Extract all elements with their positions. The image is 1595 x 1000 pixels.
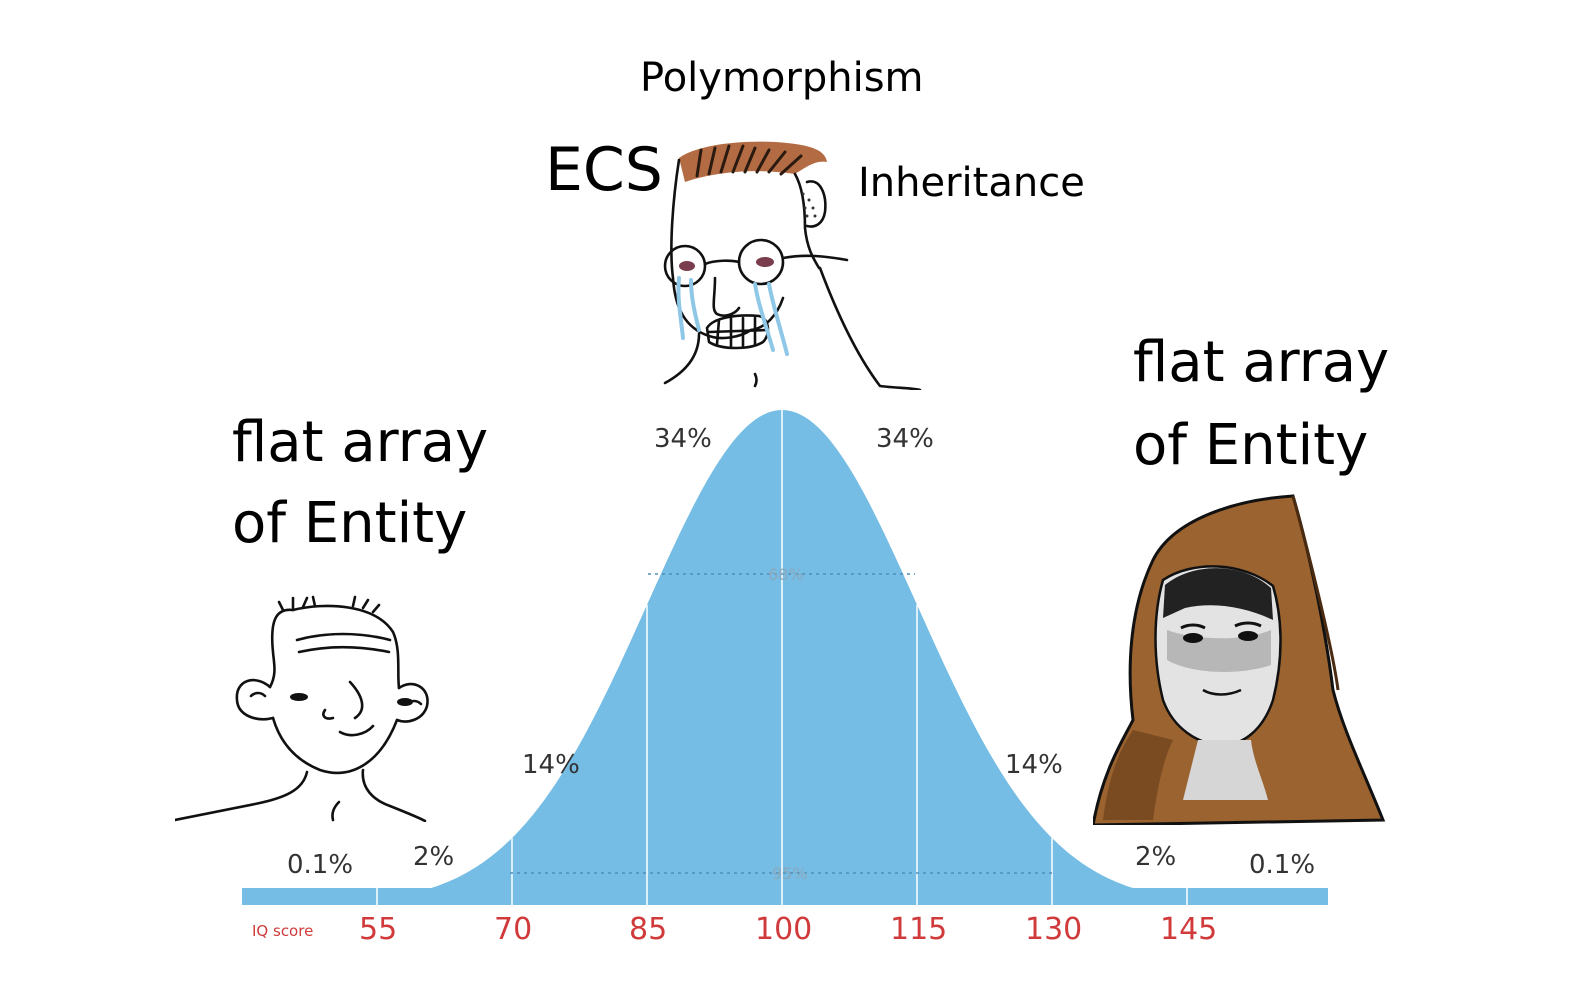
wojak-simple-icon	[175, 595, 429, 822]
crying-glasses-wojak-icon	[663, 141, 922, 390]
iq-tick-85: 85	[629, 912, 668, 947]
ecs-label: ECS	[545, 135, 663, 205]
bell-curve-area	[242, 410, 1328, 905]
pct-right-far: 0.1%	[1249, 850, 1316, 880]
pct-left-center: 34%	[654, 424, 712, 454]
iq-tick-55: 55	[359, 912, 398, 947]
polymorphism-label: Polymorphism	[640, 55, 924, 101]
left-text-line2: of Entity	[232, 491, 468, 556]
pct-left-mid: 14%	[522, 750, 580, 780]
right-text-line2: of Entity	[1133, 413, 1369, 478]
pct-left-tail: 2%	[413, 842, 455, 872]
hooded-monk-icon	[1093, 494, 1386, 825]
iq-score-caption: IQ score	[252, 922, 314, 940]
iq-tick-115: 115	[890, 912, 948, 947]
pct-right-mid: 14%	[1005, 750, 1063, 780]
pct-right-tail: 2%	[1135, 842, 1177, 872]
right-text-line1: flat array	[1133, 330, 1390, 395]
pct-right-center: 34%	[876, 424, 934, 454]
pct-left-far: 0.1%	[287, 850, 354, 880]
left-text-line1: flat array	[232, 410, 489, 475]
standard-deviation-lines	[376, 410, 1188, 905]
iq-tick-130: 130	[1025, 912, 1083, 947]
inner-68-label: 68%	[768, 565, 804, 584]
iq-tick-70: 70	[494, 912, 533, 947]
iq-tick-145: 145	[1160, 912, 1218, 947]
inner-95-label: 95%	[772, 864, 808, 883]
iq-tick-100: 100	[755, 912, 813, 947]
inheritance-label: Inheritance	[858, 160, 1085, 206]
